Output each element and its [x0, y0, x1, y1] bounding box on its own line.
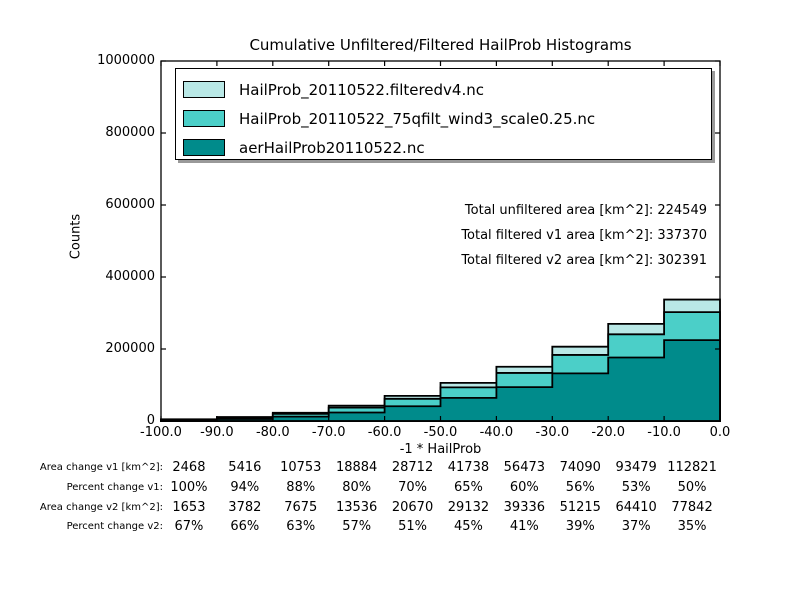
- table-cell: 94%: [230, 480, 260, 495]
- table-cell: 100%: [170, 480, 208, 495]
- y-tick-label: 1000000: [97, 53, 155, 68]
- table-cell: 1653: [172, 500, 206, 515]
- table-cell: 2468: [172, 460, 206, 475]
- table-row-label: Area change v2 [km^2]:: [39, 502, 163, 513]
- legend-label: HailProb_20110522.filteredv4.nc: [239, 80, 484, 99]
- table-cell: 29132: [447, 500, 490, 515]
- y-tick-label: 0: [146, 413, 155, 428]
- y-tick-label: 200000: [105, 341, 155, 356]
- table-cell: 3782: [228, 500, 262, 515]
- y-tick-label: 600000: [105, 197, 155, 212]
- table-cell: 74090: [559, 460, 601, 475]
- table-row-label: Percent change v1:: [66, 482, 163, 493]
- x-tick-label: -70.0: [311, 425, 346, 440]
- legend: HailProb_20110522.filteredv4.nc HailProb_…: [175, 68, 712, 160]
- table-cell: 51215: [559, 500, 601, 515]
- table-cell: 7675: [284, 500, 318, 515]
- table-cell: 13536: [335, 500, 378, 515]
- histogram-series-2: [160, 339, 721, 422]
- x-tick-label: -90.0: [200, 425, 234, 440]
- x-tick-label: -50.0: [423, 425, 458, 440]
- table-cell: 64410: [615, 500, 657, 515]
- table-row-label: Area change v1 [km^2]:: [39, 462, 163, 473]
- table-cell: 39336: [503, 500, 546, 515]
- y-tick-label: 800000: [105, 125, 155, 140]
- table-cell: 56473: [503, 460, 546, 475]
- table-cell: 39%: [565, 519, 595, 534]
- legend-entry: HailProb_20110522.filteredv4.nc: [183, 75, 711, 104]
- table-cell: 51%: [398, 519, 427, 534]
- annotation-line: Total unfiltered area [km^2]: 224549: [464, 203, 707, 218]
- table-cell: 66%: [230, 519, 260, 534]
- table-cell: 5416: [228, 460, 262, 475]
- table-cell: 112821: [667, 460, 717, 475]
- table-cell: 67%: [174, 519, 204, 534]
- table-cell: 65%: [453, 480, 483, 495]
- legend-label: HailProb_20110522_75qfilt_wind3_scale0.2…: [239, 109, 596, 128]
- x-tick-label: -100.0: [140, 425, 182, 440]
- table-cell: 20670: [391, 500, 434, 515]
- table-cell: 28712: [391, 460, 434, 475]
- legend-swatch: [183, 81, 225, 98]
- x-tick-label: -40.0: [479, 425, 514, 440]
- annotation-line: Total filtered v2 area [km^2]: 302391: [461, 253, 707, 268]
- table-cell: 88%: [286, 480, 316, 495]
- table-cell: 50%: [677, 480, 707, 495]
- legend-entry: HailProb_20110522_75qfilt_wind3_scale0.2…: [183, 104, 711, 133]
- table-cell: 45%: [453, 519, 483, 534]
- legend-label: aerHailProb20110522.nc: [239, 138, 425, 157]
- legend-swatch: [183, 110, 225, 127]
- x-tick-label: -60.0: [367, 425, 402, 440]
- table-cell: 60%: [509, 480, 539, 495]
- legend-entry: aerHailProb20110522.nc: [183, 133, 711, 162]
- x-tick-label: -10.0: [647, 425, 681, 440]
- table-cell: 53%: [621, 480, 651, 495]
- table-cell: 41738: [447, 460, 490, 475]
- y-tick-label: 400000: [105, 269, 155, 284]
- table-cell: 63%: [286, 519, 316, 534]
- x-tick-label: -80.0: [255, 425, 290, 440]
- table-cell: 41%: [509, 519, 539, 534]
- table-cell: 93479: [615, 460, 657, 475]
- x-axis-label: -1 * HailProb: [399, 442, 482, 457]
- table-cell: 57%: [342, 519, 372, 534]
- table-cell: 37%: [621, 519, 651, 534]
- table-cell: 18884: [335, 460, 378, 475]
- table-cell: 10753: [280, 460, 322, 475]
- table-row-label: Percent change v2:: [66, 521, 163, 532]
- table-cell: 80%: [342, 480, 372, 495]
- chart-title: Cumulative Unfiltered/Filtered HailProb …: [249, 36, 632, 54]
- table-cell: 77842: [671, 500, 713, 515]
- table-cell: 35%: [677, 519, 707, 534]
- x-tick-label: -30.0: [535, 425, 570, 440]
- table-cell: 56%: [565, 480, 595, 495]
- table-cell: 70%: [398, 480, 427, 495]
- annotation-line: Total filtered v1 area [km^2]: 337370: [461, 228, 707, 243]
- x-tick-label: 0.0: [709, 425, 731, 440]
- x-tick-label: -20.0: [591, 425, 625, 440]
- legend-swatch: [183, 139, 225, 156]
